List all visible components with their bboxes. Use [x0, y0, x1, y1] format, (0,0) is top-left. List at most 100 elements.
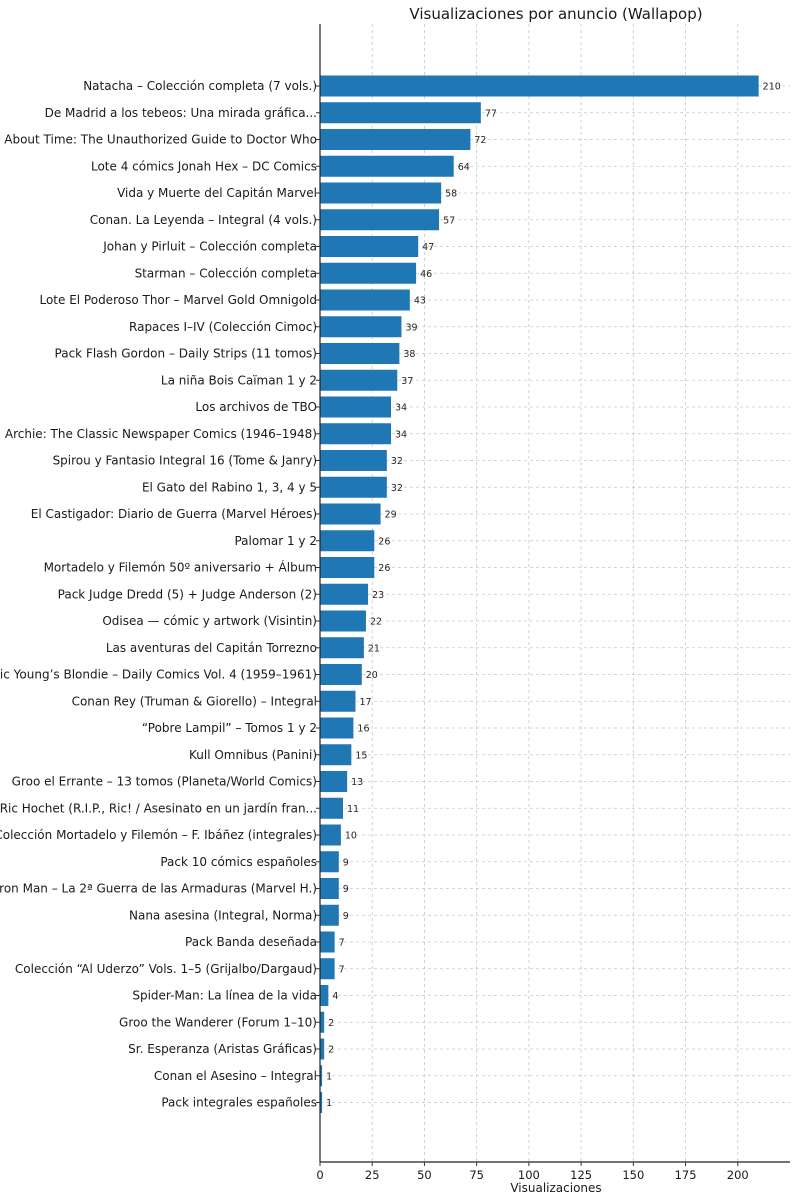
category-label: “Pobre Lampil” – Tomos 1 y 2: [142, 721, 317, 735]
bar-value-label: 21: [368, 643, 380, 654]
category-label: El Castigador: Diario de Guerra (Marvel …: [31, 507, 317, 521]
bar: [320, 262, 417, 284]
category-label: About Time: The Unauthorized Guide to Do…: [4, 133, 317, 147]
bars: [320, 75, 759, 1113]
bar-value-label: 29: [385, 510, 397, 521]
bar-value-label: 13: [351, 777, 363, 788]
category-label: Iron Man – La 2ª Guerra de las Armaduras…: [0, 882, 317, 896]
bar: [320, 369, 398, 391]
category-label: Pack Judge Dredd (5) + Judge Anderson (2…: [58, 587, 317, 601]
category-label: Las aventuras del Capitán Torrezno: [106, 641, 317, 655]
bar-value-label: 26: [378, 536, 390, 547]
category-label: Groo the Wanderer (Forum 1–10): [119, 1015, 317, 1029]
category-label: Conan Rey (Truman & Giorello) – Integral: [72, 694, 317, 708]
bar: [320, 797, 343, 819]
bar: [320, 557, 375, 578]
bar-value-label: 64: [458, 162, 470, 173]
bar: [320, 690, 356, 712]
category-label: Vida y Muerte del Capitán Marvel: [117, 186, 317, 200]
category-label: Lote El Poderoso Thor – Marvel Gold Omni…: [39, 293, 317, 307]
bar-value-label: 32: [391, 483, 403, 494]
category-label: Spider-Man: La línea de la vida: [132, 989, 317, 1003]
bar: [320, 1011, 325, 1033]
category-label: Lote 4 cómics Jonah Hex – DC Comics: [91, 159, 317, 173]
bar: [320, 771, 348, 792]
category-label: Groo el Errante – 13 tomos (Planeta/Worl…: [12, 775, 317, 789]
category-label: Ric Hochet (R.I.P., Ric! / Asesinato en …: [0, 801, 317, 815]
category-label: Pack 10 cómics españoles: [160, 855, 317, 869]
bar-value-label: 46: [420, 269, 432, 280]
bar: [320, 824, 341, 846]
bar: [320, 423, 392, 445]
bar: [320, 985, 329, 1006]
category-label: Spirou y Fantasio Integral 16 (Tome & Ja…: [53, 454, 317, 468]
x-tick-label: 175: [675, 1168, 697, 1182]
x-ticks: 0 25 50 75 100 125 150 175 200: [316, 85, 749, 1182]
bar: [320, 664, 362, 685]
x-tick-label: 150: [622, 1168, 644, 1182]
bar-value-label: 39: [405, 322, 417, 333]
category-label: De Madrid a los tebeos: Una mirada gráfi…: [45, 106, 317, 120]
bar-value-label: 16: [357, 724, 369, 735]
bar-value-label: 32: [391, 456, 403, 467]
bar-value-label: 77: [485, 108, 497, 119]
bar-value-label: 1: [326, 1071, 332, 1082]
x-tick-label: 50: [417, 1168, 432, 1182]
bar-value-label: 11: [347, 804, 359, 815]
chart-title: Visualizaciones por anuncio (Wallapop): [409, 5, 702, 23]
category-label: Mortadelo y Filemón 50º aniversario + Ál…: [44, 560, 317, 575]
x-tick-label: 125: [570, 1168, 592, 1182]
bar: [320, 744, 352, 766]
x-tick-label: 25: [365, 1168, 380, 1182]
bar: [320, 931, 335, 953]
bar: [320, 236, 419, 257]
bar: [320, 1065, 323, 1087]
bar: [320, 717, 354, 739]
x-tick-label: 75: [469, 1168, 484, 1182]
bar: [320, 1092, 323, 1113]
bar-value-label: 7: [339, 938, 345, 949]
bar: [320, 182, 442, 204]
category-label: Colección Mortadelo y Filemón – F. Ibáñe…: [0, 828, 317, 842]
bar: [320, 289, 410, 311]
bar-value-label: 34: [395, 403, 407, 414]
category-label: Sr. Esperanza (Aristas Gráficas): [128, 1042, 317, 1056]
category-label: La niña Bois Caïman 1 y 2: [161, 373, 317, 387]
axes: [319, 24, 790, 1163]
bar: [320, 851, 339, 873]
bar-value-label: 22: [370, 617, 382, 628]
category-labels: 2 10 Natacha – Colección completa (7 vols.…: [0, 79, 781, 1110]
bar-value-label: 58: [445, 189, 457, 200]
bar-value-label: 10: [345, 831, 357, 842]
bar: [320, 316, 402, 338]
bar: [320, 583, 369, 605]
bar-value-label: 38: [403, 349, 415, 360]
bar-value-label: 43: [414, 296, 426, 307]
bar-value-label: 4: [332, 991, 338, 1002]
category-label: Nana asesina (Integral, Norma): [129, 908, 317, 922]
bar: [320, 155, 454, 177]
category-label: Conan. La Leyenda – Integral (4 vols.): [90, 213, 317, 227]
category-label: Conan el Asesino – Integral: [154, 1069, 317, 1083]
category-label: Pack Flash Gordon – Daily Strips (11 tom…: [55, 347, 317, 361]
x-axis-title: Visualizaciones: [510, 1181, 601, 1195]
x-tick-label: 200: [727, 1168, 749, 1182]
category-label: Palomar 1 y 2: [234, 534, 317, 548]
category-label: Natacha – Colección completa (7 vols.): [83, 79, 317, 93]
bar-value-label: 34: [395, 429, 407, 440]
bar-value-label: 72: [474, 135, 486, 146]
bar: [320, 530, 375, 552]
x-tick-label: 0: [316, 1168, 323, 1182]
bar-value-label: 17: [360, 697, 372, 708]
bar: [320, 503, 381, 525]
category-label: Pack integrales españoles: [161, 1096, 317, 1110]
category-label: Colección “Al Uderzo” Vols. 1–5 (Grijalb…: [15, 962, 317, 976]
category-label: Chic Young’s Blondie – Daily Comics Vol.…: [0, 668, 317, 682]
x-tick-label: 100: [518, 1168, 540, 1182]
bar-value-label: 47: [422, 242, 434, 253]
bar-value-label: 7: [339, 964, 345, 975]
bar: [320, 610, 366, 632]
category-label: Los archivos de TBO: [195, 400, 317, 414]
bar-value-label: 2: [328, 1018, 334, 1029]
